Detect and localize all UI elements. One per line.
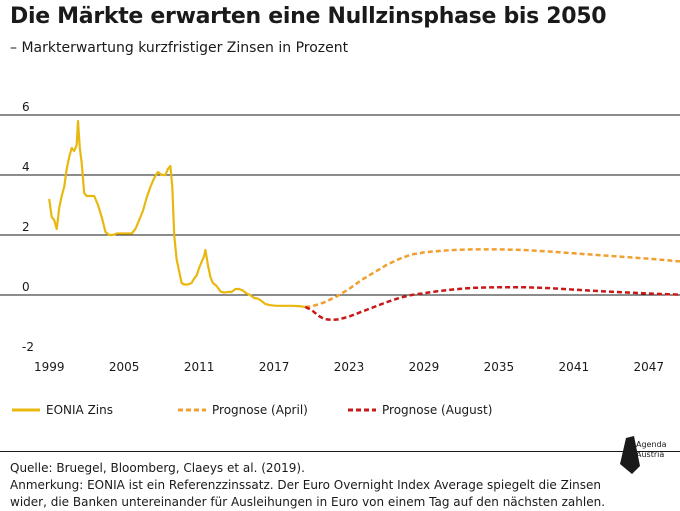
x-tick-label: 2035 bbox=[484, 360, 515, 374]
agenda-austria-logo bbox=[620, 436, 640, 474]
logo-line-2: Austria bbox=[636, 450, 665, 459]
chart-gridlines bbox=[0, 114, 680, 296]
x-tick-label: 2017 bbox=[259, 360, 290, 374]
annotation-line-1: Anmerkung: EONIA ist ein Referenzzinssat… bbox=[10, 478, 602, 492]
y-tick-label: 4 bbox=[22, 160, 30, 174]
y-tick-label: 2 bbox=[22, 220, 30, 234]
x-tick-label: 2005 bbox=[109, 360, 140, 374]
logo-line-1: Agenda bbox=[636, 440, 667, 449]
y-tick-label: -2 bbox=[22, 340, 34, 354]
series-line-3 bbox=[304, 285, 680, 322]
chart-series bbox=[48, 119, 680, 322]
legend-label-3: Prognose (August) bbox=[382, 403, 492, 417]
x-axis-ticks: 1999 2005 2011 2017 2023 2029 2035 2041 2047 bbox=[34, 360, 664, 374]
y-tick-label: 6 bbox=[22, 100, 30, 114]
series-line-1 bbox=[48, 119, 306, 309]
chart-legend: EONIA Zins Prognose (April) Prognose (Augu… bbox=[12, 403, 492, 417]
y-tick-label: 0 bbox=[22, 280, 30, 294]
y-axis-ticks: -2 0 2 4 6 bbox=[22, 100, 34, 354]
source-note: Quelle: Bruegel, Bloomberg, Claeys et al… bbox=[10, 461, 305, 475]
x-tick-label: 2023 bbox=[334, 360, 365, 374]
legend-label-2: Prognose (April) bbox=[212, 403, 308, 417]
footer-divider bbox=[0, 451, 680, 452]
page-subtitle: – Markterwartung kurzfristiger Zinsen in… bbox=[10, 40, 349, 56]
series-line-2 bbox=[305, 248, 680, 309]
x-tick-label: 2011 bbox=[184, 360, 215, 374]
x-tick-label: 2041 bbox=[559, 360, 590, 374]
x-tick-label: 1999 bbox=[34, 360, 65, 374]
footer-notes: Quelle: Bruegel, Bloomberg, Claeys et al… bbox=[10, 460, 620, 511]
legend-label-1: EONIA Zins bbox=[46, 403, 113, 417]
page-title: Die Märkte erwarten eine Nullzinsphase b… bbox=[10, 4, 607, 29]
annotation-line-2: wider, die Banken untereinander für Ausl… bbox=[10, 495, 606, 509]
x-tick-label: 2029 bbox=[409, 360, 440, 374]
line-chart: -2 0 2 4 6 1999 2005 2011 2017 2023 2029 2035 2041 2… bbox=[0, 100, 680, 417]
logo-wordmark: Agenda Austria bbox=[636, 440, 667, 460]
x-tick-label: 2047 bbox=[634, 360, 665, 374]
